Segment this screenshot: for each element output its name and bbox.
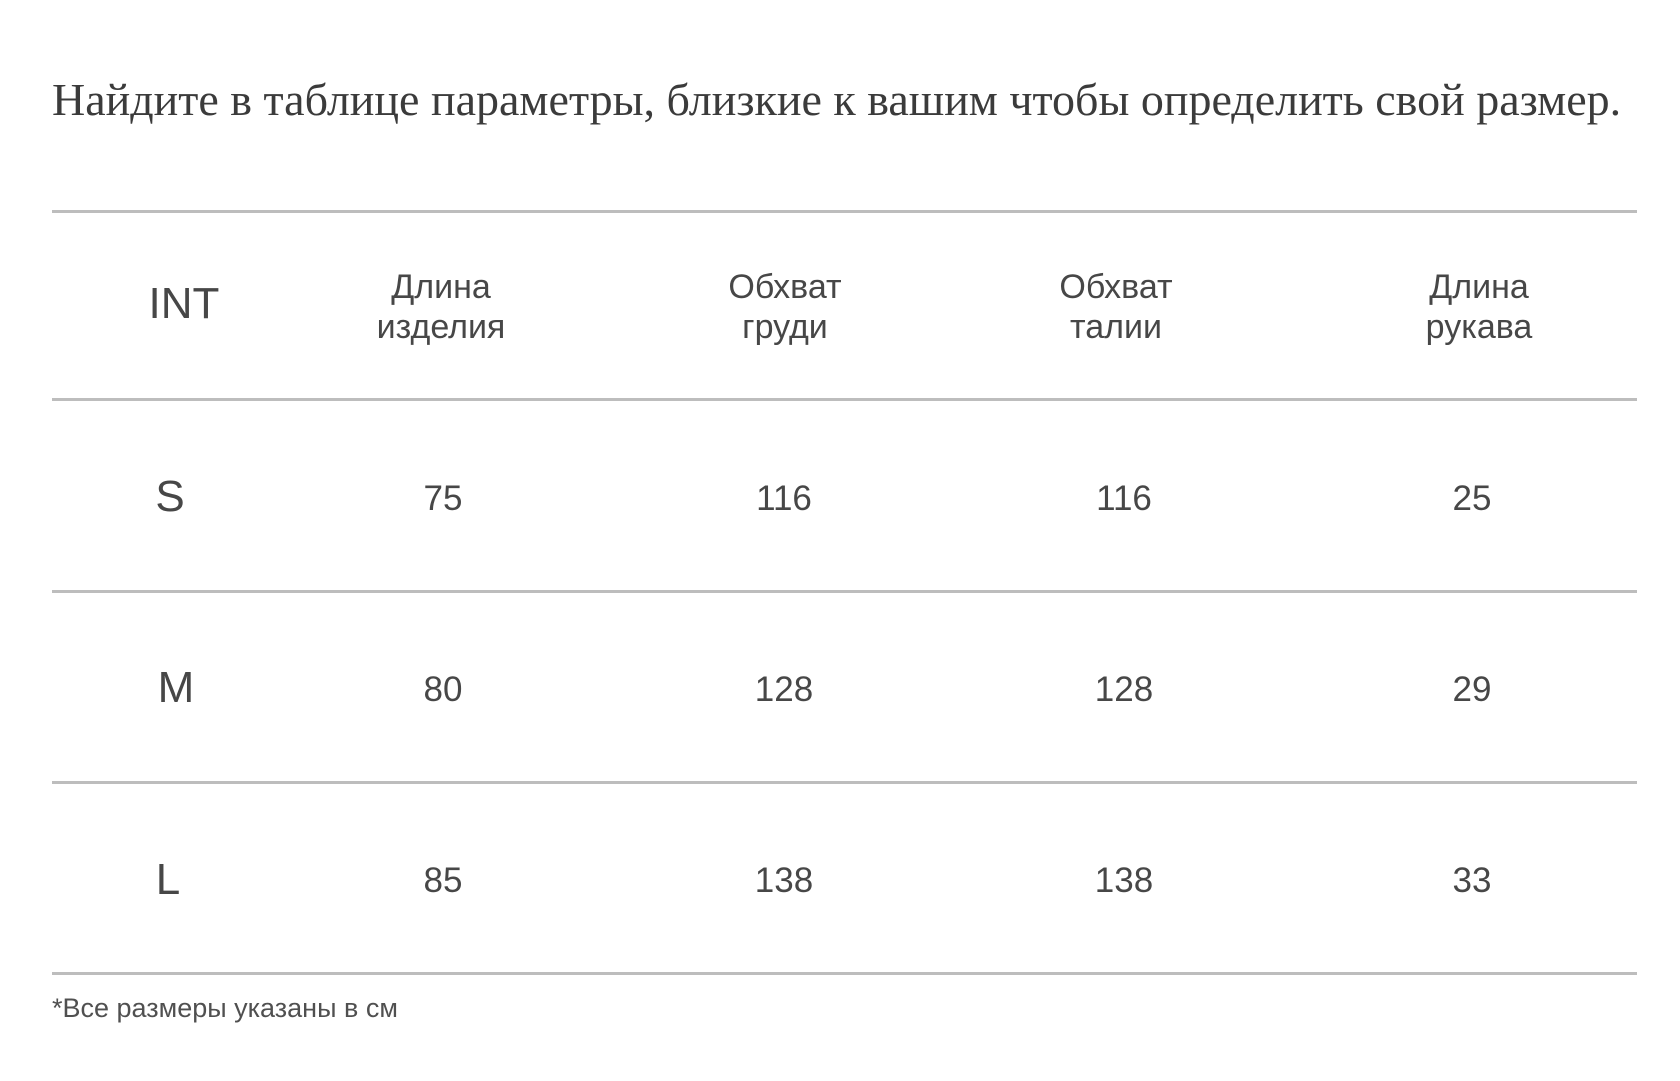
header-length: Длина изделия	[377, 267, 506, 347]
table-cell: 138	[754, 861, 814, 900]
table-cell: 116	[756, 479, 812, 518]
header-waist-line-1: Обхват	[1059, 268, 1173, 306]
table-cell: 75	[423, 479, 463, 518]
header-waist: Обхват талии	[1059, 267, 1172, 347]
header-sleeve: Длина рукава	[1426, 267, 1533, 347]
header-chest: Обхват груди	[728, 267, 841, 347]
table-divider	[52, 781, 1637, 784]
size-label-s: S	[155, 472, 185, 521]
table-cell: 128	[754, 670, 814, 709]
table-cell: 128	[1094, 670, 1154, 709]
header-int: INT	[148, 279, 220, 328]
page-title: Найдите в таблице параметры, близкие к в…	[52, 74, 1622, 125]
header-waist-line-2: талии	[1070, 308, 1162, 346]
table-divider	[52, 210, 1637, 213]
table-divider	[52, 972, 1637, 975]
footnote: *Все размеры указаны в см	[52, 993, 398, 1023]
table-cell: 80	[423, 670, 463, 709]
header-chest-line-2: груди	[742, 308, 828, 346]
table-cell: 33	[1452, 861, 1492, 900]
table-cell: 29	[1452, 670, 1492, 709]
size-label-m: M	[157, 663, 195, 712]
header-sleeve-line-1: Длина	[1429, 268, 1529, 306]
table-cell: 25	[1452, 479, 1492, 518]
table-cell: 85	[423, 861, 463, 900]
table-cell: 138	[1094, 861, 1154, 900]
size-label-l: L	[155, 855, 181, 904]
table-cell: 116	[1096, 479, 1152, 518]
header-chest-line-1: Обхват	[728, 268, 842, 306]
header-length-line-1: Длина	[391, 268, 491, 306]
header-length-line-2: изделия	[376, 308, 506, 346]
header-sleeve-line-2: рукава	[1425, 308, 1533, 346]
table-divider	[52, 398, 1637, 401]
table-divider	[52, 590, 1637, 593]
